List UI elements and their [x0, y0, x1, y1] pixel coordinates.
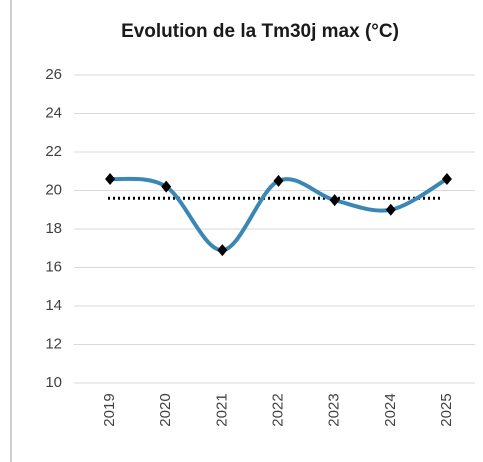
y-tick-label: 22 — [45, 143, 62, 160]
y-tick-label: 20 — [45, 181, 62, 198]
x-tick-label: 2023 — [326, 393, 343, 426]
x-tick-label: 2025 — [438, 393, 455, 426]
y-tick-label: 26 — [45, 66, 62, 83]
y-tick-label: 24 — [45, 104, 62, 121]
y-tick-label: 14 — [45, 297, 62, 314]
marker — [105, 172, 116, 185]
marker — [329, 194, 340, 207]
chart-title: Evolution de la Tm30j max (°C) — [121, 21, 399, 42]
y-tick-label: 16 — [45, 258, 62, 275]
x-tick-label: 2019 — [101, 393, 118, 426]
marker — [273, 174, 284, 187]
y-tick-label: 12 — [45, 335, 62, 352]
marker — [161, 180, 172, 193]
x-tick-label: 2021 — [213, 393, 230, 426]
marker — [441, 172, 452, 185]
y-tick-label: 10 — [45, 374, 62, 391]
marker — [385, 203, 396, 216]
x-tick-label: 2020 — [157, 393, 174, 426]
marker — [217, 244, 228, 257]
x-tick-label: 2022 — [269, 393, 286, 426]
y-tick-label: 18 — [45, 220, 62, 237]
series-line — [108, 176, 449, 253]
x-tick-label: 2024 — [382, 393, 399, 426]
